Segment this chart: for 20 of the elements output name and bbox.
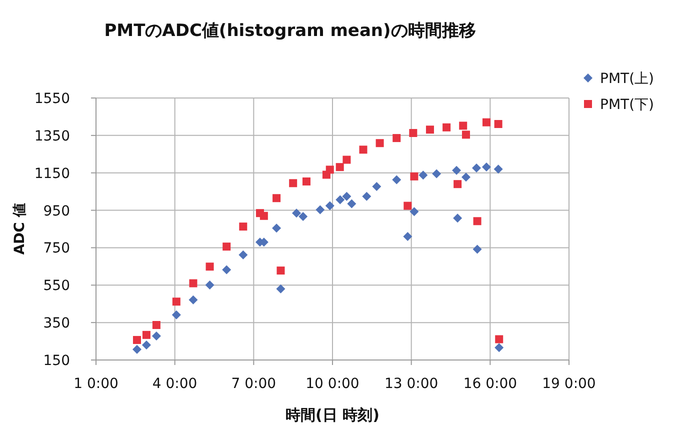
y-tick-label: 1150 bbox=[34, 166, 70, 182]
legend-label: PMT(下) bbox=[600, 97, 654, 113]
y-axis-title: ADC 値 bbox=[12, 203, 28, 255]
x-tick-label: 10 0:00 bbox=[306, 376, 360, 392]
y-tick-label: 550 bbox=[43, 278, 70, 294]
y-tick-label: 150 bbox=[43, 353, 70, 369]
x-tick-label: 13 0:00 bbox=[384, 376, 438, 392]
x-tick-label: 16 0:00 bbox=[463, 376, 518, 392]
y-tick-label: 950 bbox=[43, 203, 70, 220]
x-axis-title: 時間(日 時刻) bbox=[286, 406, 380, 424]
y-tick-label: 750 bbox=[43, 240, 70, 257]
x-tick-label: 7 0:00 bbox=[231, 376, 276, 392]
y-tick-label: 1350 bbox=[34, 128, 70, 144]
chart-title: PMTのADC値(histogram mean)の時間推移 bbox=[104, 21, 476, 41]
x-tick-label: 4 0:00 bbox=[152, 376, 198, 392]
x-tick-label: 19 0:00 bbox=[542, 376, 596, 392]
y-tick-label: 350 bbox=[43, 316, 70, 332]
x-tick-label: 1 0:00 bbox=[74, 376, 118, 392]
y-tick-label: 1550 bbox=[34, 91, 70, 107]
legend-label: PMT(上) bbox=[600, 71, 654, 87]
